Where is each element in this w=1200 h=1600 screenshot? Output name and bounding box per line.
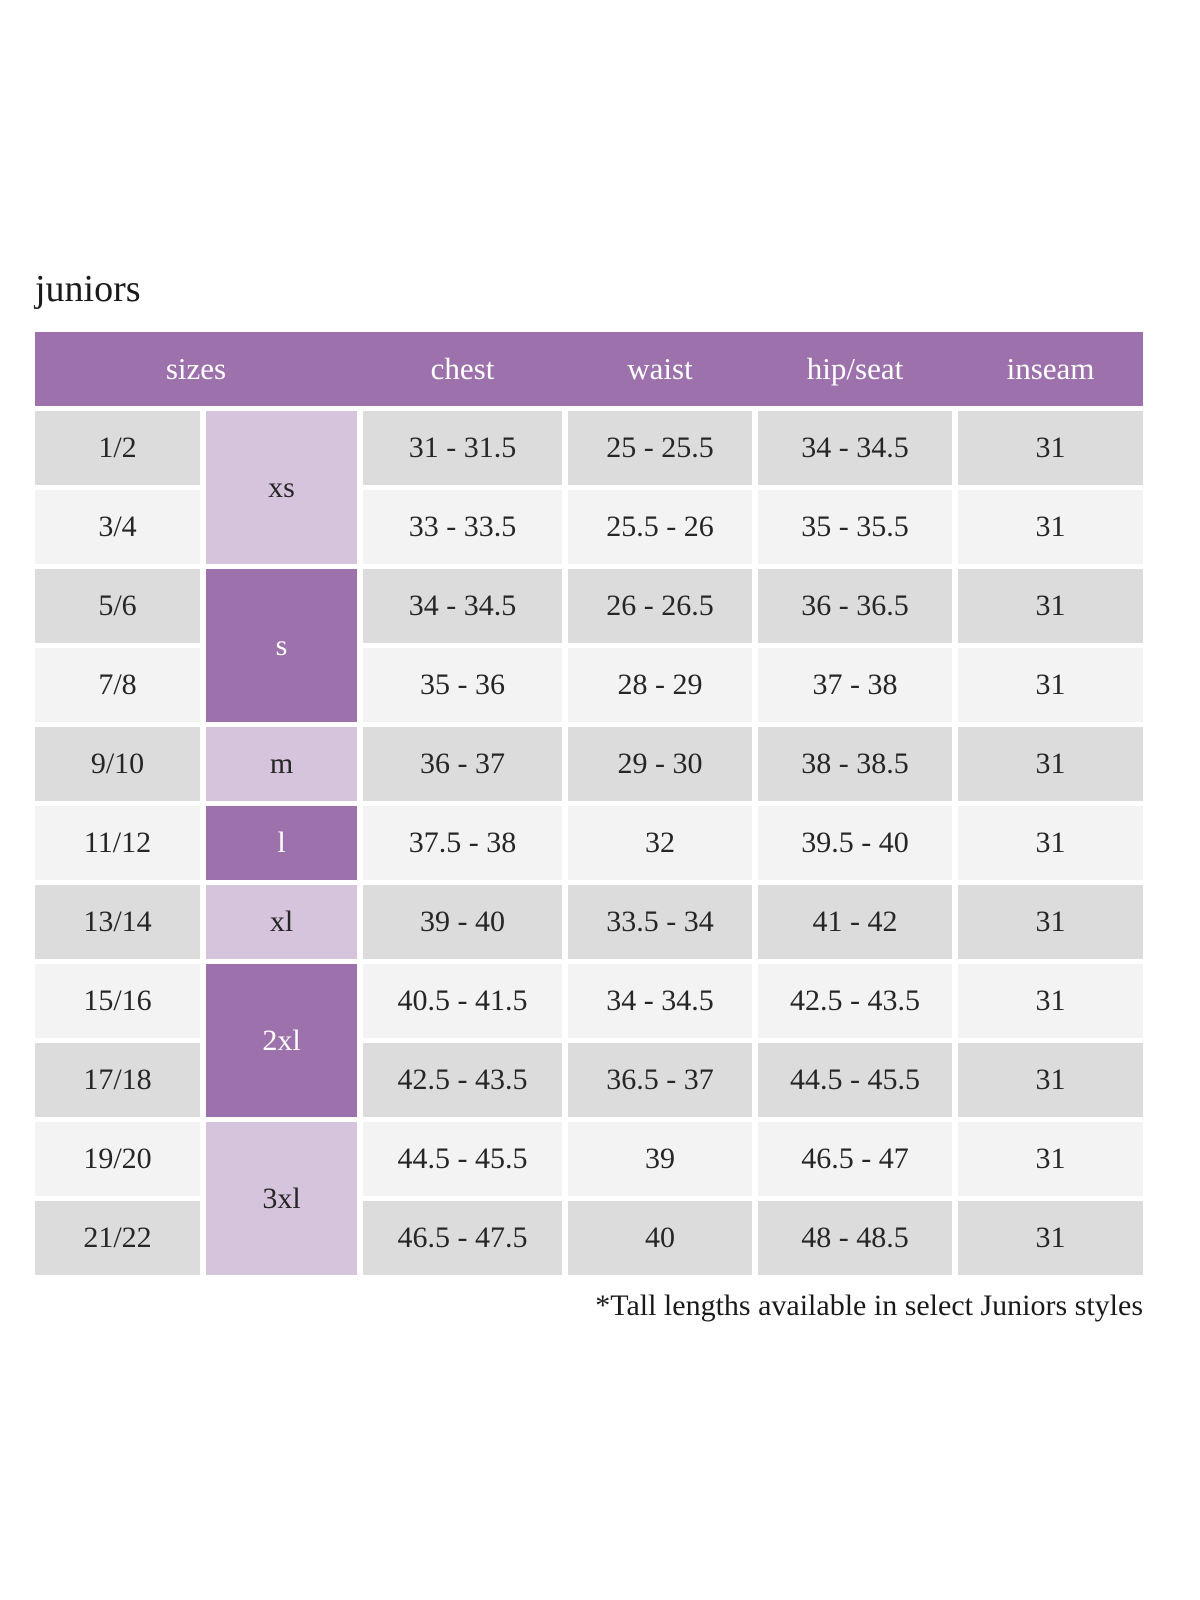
waist-cell: 29 - 30 [568,727,752,801]
chest-cell: 44.5 - 45.5 [363,1122,562,1196]
footnote: *Tall lengths available in select Junior… [595,1289,1143,1322]
chest-cell: 42.5 - 43.5 [363,1043,562,1117]
inseam-cell: 31 [958,648,1143,722]
inseam-cell: 31 [958,727,1143,801]
waist-cell: 26 - 26.5 [568,569,752,643]
hip-seat-cell: 37 - 38 [758,648,952,722]
size-label-xl: xl [206,885,357,959]
hip-seat-cell: 35 - 35.5 [758,490,952,564]
waist-cell: 34 - 34.5 [568,964,752,1038]
hip-seat-cell: 34 - 34.5 [758,411,952,485]
hip-seat-cell: 41 - 42 [758,885,952,959]
chest-cell: 46.5 - 47.5 [363,1201,562,1275]
size-label-l: l [206,806,357,880]
inseam-cell: 31 [958,569,1143,643]
hip-seat-cell: 44.5 - 45.5 [758,1043,952,1117]
size-cell: 15/16 [35,964,200,1038]
waist-cell: 40 [568,1201,752,1275]
inseam-cell: 31 [958,806,1143,880]
table-body: 1/2 xs 31 - 31.5 25 - 25.5 34 - 34.5 31 … [35,411,1143,1275]
header-chest: chest [430,351,495,386]
size-cell: 11/12 [35,806,200,880]
table-header-row: sizes chest waist hip/seat inseam [35,332,1143,406]
waist-cell: 25 - 25.5 [568,411,752,485]
chest-cell: 37.5 - 38 [363,806,562,880]
chest-cell: 33 - 33.5 [363,490,562,564]
waist-cell: 39 [568,1122,752,1196]
size-label-xs: xs [206,411,357,564]
size-label-s: s [206,569,357,722]
header-inseam: inseam [1006,351,1095,386]
chest-cell: 40.5 - 41.5 [363,964,562,1038]
hip-seat-cell: 46.5 - 47 [758,1122,952,1196]
waist-cell: 25.5 - 26 [568,490,752,564]
header-waist: waist [627,351,693,386]
size-cell: 7/8 [35,648,200,722]
size-label-m: m [206,727,357,801]
waist-cell: 36.5 - 37 [568,1043,752,1117]
waist-cell: 28 - 29 [568,648,752,722]
size-cell: 13/14 [35,885,200,959]
chest-cell: 36 - 37 [363,727,562,801]
size-cell: 21/22 [35,1201,200,1275]
chest-cell: 34 - 34.5 [363,569,562,643]
size-label-2xl: 2xl [206,964,357,1117]
hip-seat-cell: 39.5 - 40 [758,806,952,880]
size-cell: 3/4 [35,490,200,564]
header-hip-seat: hip/seat [806,351,904,386]
waist-cell: 32 [568,806,752,880]
hip-seat-cell: 36 - 36.5 [758,569,952,643]
size-cell: 1/2 [35,411,200,485]
size-label-3xl: 3xl [206,1122,357,1275]
page-title: juniors [35,268,141,310]
size-cell: 9/10 [35,727,200,801]
inseam-cell: 31 [958,1201,1143,1275]
chest-cell: 31 - 31.5 [363,411,562,485]
header-sizes: sizes [165,351,227,386]
chest-cell: 35 - 36 [363,648,562,722]
size-cell: 17/18 [35,1043,200,1117]
inseam-cell: 31 [958,411,1143,485]
inseam-cell: 31 [958,964,1143,1038]
waist-cell: 33.5 - 34 [568,885,752,959]
inseam-cell: 31 [958,885,1143,959]
size-chart-content: juniors sizes chest waist hip/seat insea… [35,270,1143,1323]
hip-seat-cell: 38 - 38.5 [758,727,952,801]
hip-seat-cell: 48 - 48.5 [758,1201,952,1275]
chest-cell: 39 - 40 [363,885,562,959]
size-cell: 19/20 [35,1122,200,1196]
inseam-cell: 31 [958,490,1143,564]
inseam-cell: 31 [958,1043,1143,1117]
inseam-cell: 31 [958,1122,1143,1196]
hip-seat-cell: 42.5 - 43.5 [758,964,952,1038]
size-cell: 5/6 [35,569,200,643]
